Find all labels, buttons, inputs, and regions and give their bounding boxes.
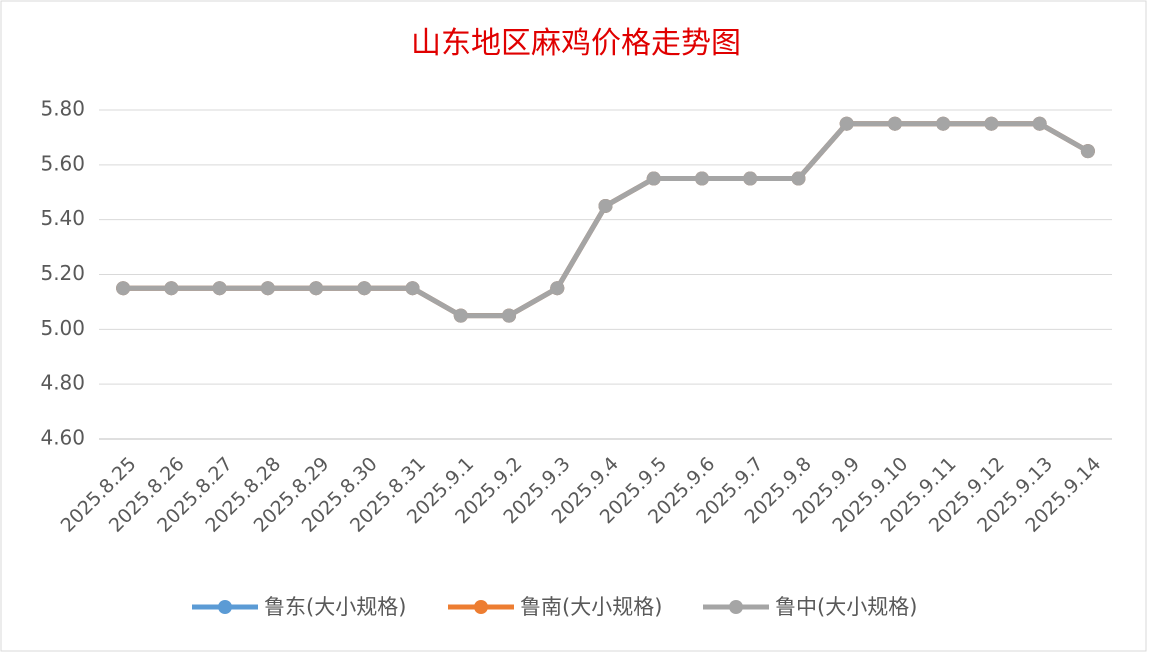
data-point bbox=[887, 116, 902, 131]
data-point bbox=[984, 116, 999, 131]
data-point bbox=[694, 171, 709, 186]
data-point bbox=[309, 281, 324, 296]
data-point bbox=[260, 281, 275, 296]
data-point bbox=[1080, 144, 1095, 159]
y-tick-label: 5.00 bbox=[40, 316, 85, 340]
data-point bbox=[743, 171, 758, 186]
data-point bbox=[164, 281, 179, 296]
data-point bbox=[839, 116, 854, 131]
data-point bbox=[791, 171, 806, 186]
data-point bbox=[1032, 116, 1047, 131]
data-point bbox=[357, 281, 372, 296]
y-tick-label: 5.60 bbox=[40, 151, 85, 175]
data-point bbox=[212, 281, 227, 296]
y-tick-label: 4.60 bbox=[40, 426, 85, 450]
data-point bbox=[453, 308, 468, 323]
legend-label: 鲁东(大小规格) bbox=[264, 595, 406, 619]
legend-marker bbox=[218, 600, 232, 614]
data-point bbox=[550, 281, 565, 296]
data-point bbox=[405, 281, 420, 296]
legend-marker bbox=[729, 600, 743, 614]
legend-label: 鲁南(大小规格) bbox=[520, 595, 662, 619]
data-point bbox=[936, 116, 951, 131]
y-tick-label: 5.80 bbox=[40, 97, 85, 121]
data-point bbox=[646, 171, 661, 186]
data-point bbox=[598, 198, 613, 213]
legend-marker bbox=[474, 600, 488, 614]
data-point bbox=[116, 281, 131, 296]
y-tick-label: 4.80 bbox=[40, 371, 85, 395]
legend-label: 鲁中(大小规格) bbox=[775, 595, 917, 619]
data-point bbox=[502, 308, 517, 323]
y-tick-label: 5.40 bbox=[40, 206, 85, 230]
y-tick-label: 5.20 bbox=[40, 261, 85, 285]
chart-title: 山东地区麻鸡价格走势图 bbox=[411, 26, 741, 61]
